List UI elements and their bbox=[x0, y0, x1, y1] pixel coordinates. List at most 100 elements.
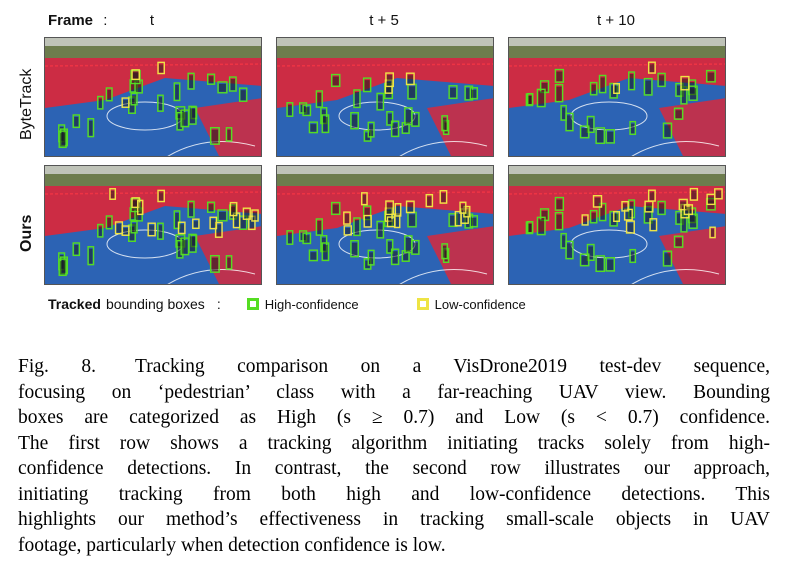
pedestrian bbox=[690, 216, 697, 228]
pedestrian bbox=[581, 128, 588, 137]
legend: Tracked bounding boxes : High-confidence… bbox=[48, 296, 526, 312]
pedestrian bbox=[556, 214, 562, 229]
high-confidence-box bbox=[72, 242, 81, 257]
court-red-area bbox=[427, 98, 493, 156]
pedestrian bbox=[323, 244, 328, 260]
pedestrian bbox=[351, 242, 358, 256]
low-confidence-box bbox=[459, 201, 467, 214]
pedestrian bbox=[600, 205, 605, 220]
pedestrian bbox=[689, 82, 695, 94]
tree-line bbox=[45, 174, 261, 188]
pedestrian bbox=[441, 192, 446, 203]
high-confidence-box bbox=[225, 255, 233, 270]
pedestrian bbox=[562, 235, 566, 248]
pedestrian bbox=[60, 133, 66, 147]
pedestrian bbox=[690, 88, 697, 100]
pedestrian bbox=[556, 199, 563, 210]
high-confidence-box bbox=[628, 71, 636, 91]
pedestrian bbox=[364, 80, 370, 91]
high-confidence-box bbox=[526, 92, 534, 106]
pedestrian bbox=[98, 226, 102, 236]
pedestrian bbox=[323, 116, 328, 132]
pedestrian bbox=[386, 203, 393, 214]
high-confidence-box bbox=[469, 87, 479, 100]
high-confidence-box bbox=[386, 111, 394, 126]
legend-separator: : bbox=[216, 296, 221, 312]
high-confidence-box bbox=[586, 243, 595, 262]
pedestrian bbox=[456, 213, 461, 225]
caption-line: Fig. 8. Tracking comparison on a VisDron… bbox=[18, 356, 770, 377]
high-confidence-box bbox=[469, 215, 479, 228]
pedestrian bbox=[597, 129, 604, 143]
pedestrian bbox=[116, 223, 122, 233]
pedestrian bbox=[631, 123, 635, 134]
low-confidence-box bbox=[680, 75, 690, 91]
pedestrian bbox=[89, 120, 93, 136]
pedestrian bbox=[715, 190, 722, 198]
pedestrian bbox=[562, 107, 566, 120]
pedestrian bbox=[392, 251, 398, 264]
caption-line: boxes are categorized as High (s ≥ 0.7) … bbox=[18, 407, 770, 428]
column-label-t5: t + 5 bbox=[369, 12, 399, 29]
pedestrian bbox=[675, 238, 682, 247]
high-confidence-box bbox=[225, 127, 233, 142]
boundary-line bbox=[45, 63, 261, 67]
pedestrian bbox=[625, 211, 632, 219]
pedestrian bbox=[461, 204, 465, 213]
court-arc bbox=[631, 141, 720, 156]
pedestrian bbox=[179, 224, 184, 233]
tree-line bbox=[45, 46, 261, 60]
pedestrian bbox=[193, 221, 198, 228]
pedestrian bbox=[354, 91, 360, 107]
pedestrian bbox=[344, 214, 350, 224]
pedestrian bbox=[304, 235, 310, 243]
pedestrian bbox=[405, 109, 411, 124]
high-confidence-box bbox=[353, 89, 361, 109]
pedestrian bbox=[288, 232, 292, 244]
pedestrian bbox=[365, 217, 371, 226]
low-confidence-box bbox=[405, 200, 415, 214]
low-confidence-box bbox=[592, 195, 603, 208]
low-confidence-box bbox=[405, 72, 415, 86]
pedestrian bbox=[249, 218, 254, 229]
pedestrian bbox=[177, 236, 184, 246]
pedestrian bbox=[427, 196, 432, 206]
low-confidence-box bbox=[649, 218, 658, 232]
high-confidence-box bbox=[315, 218, 323, 236]
high-confidence-box bbox=[554, 196, 565, 211]
high-confidence-box bbox=[605, 129, 616, 144]
low-confidence-box bbox=[625, 220, 635, 234]
pedestrian bbox=[386, 82, 392, 93]
low-confidence-box bbox=[613, 211, 621, 223]
pedestrian bbox=[227, 129, 231, 140]
low-confidence-box bbox=[136, 199, 144, 216]
pedestrian bbox=[588, 118, 593, 132]
pedestrian bbox=[158, 225, 163, 239]
high-confidence-box bbox=[401, 122, 410, 134]
low-confidence-box bbox=[386, 216, 396, 228]
high-confidence-box bbox=[390, 248, 400, 266]
high-confidence-box bbox=[589, 81, 598, 96]
pedestrian bbox=[614, 85, 619, 93]
pedestrian bbox=[89, 248, 93, 264]
low-confidence-box bbox=[147, 222, 156, 237]
high-confidence-box bbox=[180, 109, 190, 128]
court-red-area bbox=[45, 186, 261, 236]
pedestrian bbox=[689, 210, 695, 222]
pedestrian bbox=[682, 216, 686, 231]
low-confidence-box bbox=[157, 189, 165, 203]
high-confidence-box bbox=[404, 235, 413, 254]
high-confidence-box bbox=[565, 240, 574, 260]
pedestrian bbox=[317, 92, 322, 107]
court-red-area bbox=[427, 226, 493, 284]
pedestrian bbox=[395, 216, 399, 227]
pedestrian bbox=[685, 206, 692, 214]
pedestrian bbox=[597, 257, 604, 271]
pedestrian bbox=[177, 242, 182, 257]
pedestrian bbox=[651, 220, 656, 230]
pedestrian bbox=[627, 223, 634, 232]
high-confidence-box bbox=[228, 76, 237, 92]
pedestrian bbox=[386, 210, 392, 221]
high-confidence-box bbox=[130, 220, 138, 234]
court-red-area bbox=[45, 58, 261, 108]
